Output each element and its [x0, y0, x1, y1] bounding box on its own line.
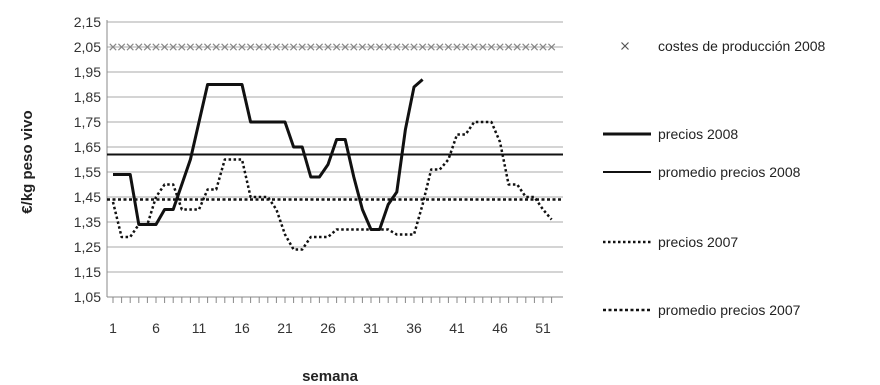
x-axis-title: semana — [302, 368, 359, 385]
series-marker-costes — [212, 43, 220, 51]
series-marker-costes — [169, 43, 177, 51]
y-tick-label: 1,75 — [74, 114, 101, 130]
axes — [106, 20, 563, 303]
series-marker-costes — [539, 43, 547, 51]
series-marker-costes — [117, 43, 126, 51]
series-marker-costes — [470, 43, 478, 51]
series-marker-costes — [332, 43, 341, 51]
series-marker-costes — [135, 43, 143, 51]
y-tick-labels: 1,05 1,15 1,25 1,35 1,45 1,55 1,65 1,75 1,85 1,95… — [74, 14, 101, 305]
series-marker-costes — [418, 43, 427, 51]
series-marker-costes — [547, 43, 556, 51]
series-marker-costes — [513, 43, 521, 51]
legend-label: costes de producción 2008 — [658, 38, 826, 54]
series-marker-costes — [264, 43, 272, 51]
series-marker-costes — [109, 43, 117, 51]
legend-label: promedio precios 2008 — [658, 164, 801, 180]
legend: costes de producción 2008 precios 2008 pro… — [603, 38, 826, 318]
series-marker-costes — [393, 43, 401, 51]
y-tick-label: 1,25 — [74, 239, 101, 255]
series-marker-costes — [358, 43, 367, 51]
series-marker-costes — [324, 43, 332, 51]
series-marker-costes — [186, 43, 195, 51]
series-marker-costes — [427, 43, 435, 51]
x-tick-label: 36 — [406, 320, 422, 336]
x-tick-label: 51 — [535, 320, 551, 336]
series-marker-costes — [315, 43, 324, 51]
series-marker-costes — [479, 43, 487, 51]
y-tick-label: 1,15 — [74, 264, 101, 280]
x-tick-label: 31 — [363, 320, 379, 336]
y-tick-label: 2,05 — [74, 39, 101, 55]
series-marker-costes — [229, 43, 238, 51]
legend-swatch-costes — [621, 42, 629, 50]
series-marker-costes — [246, 43, 255, 51]
series-line-1 — [113, 78, 424, 231]
series-marker-costes — [160, 43, 169, 51]
series-marker-costes — [281, 43, 289, 51]
x-tick-label: 1 — [109, 320, 117, 336]
series-line-3 — [111, 120, 553, 251]
legend-label: precios 2008 — [658, 126, 738, 142]
legend-label: precios 2007 — [658, 234, 738, 250]
series-marker-costes — [126, 43, 134, 51]
series-marker-costes — [255, 43, 263, 51]
y-tick-label: 1,45 — [74, 189, 101, 205]
series-marker-costes — [453, 43, 461, 51]
series-marker-costes — [436, 43, 444, 51]
x-tick-label: 16 — [234, 320, 250, 336]
series-marker-costes — [143, 43, 152, 51]
y-tick-label: 1,35 — [74, 214, 101, 230]
series-marker-costes — [530, 43, 539, 51]
series-marker-costes — [487, 43, 496, 51]
series-marker-costes — [410, 43, 418, 51]
x-tick-label: 11 — [192, 320, 207, 336]
series-marker-costes — [444, 43, 453, 51]
x-tick-label: 21 — [277, 320, 293, 336]
y-tick-label: 1,55 — [74, 164, 101, 180]
series-marker-costes — [401, 43, 410, 51]
legend-label: promedio precios 2007 — [658, 302, 801, 318]
series-marker-costes — [203, 43, 212, 51]
gridlines — [107, 21, 563, 273]
series-marker-costes — [375, 43, 384, 51]
plot-area — [107, 43, 563, 251]
series-marker-costes — [307, 43, 315, 51]
x-tick-label: 41 — [449, 320, 465, 336]
series-marker-costes — [384, 43, 392, 51]
y-tick-label: 1,05 — [74, 289, 101, 305]
series-marker-costes — [496, 43, 504, 51]
x-tick-label: 46 — [492, 320, 508, 336]
series-marker-costes — [367, 43, 375, 51]
series-marker-costes — [178, 43, 186, 51]
series-marker-costes — [238, 43, 246, 51]
series-marker-costes — [350, 43, 358, 51]
y-tick-label: 1,85 — [74, 89, 101, 105]
y-tick-label: 1,65 — [74, 139, 101, 155]
series-marker-costes — [461, 43, 470, 51]
series-marker-costes — [152, 43, 160, 51]
series-marker-costes — [195, 43, 203, 51]
series-marker-costes — [298, 43, 306, 51]
series-marker-costes — [522, 43, 530, 51]
series-marker-costes — [272, 43, 281, 51]
y-tick-label: 1,95 — [74, 64, 101, 80]
series-marker-costes — [504, 43, 513, 51]
x-tick-labels: 1 6 11 16 21 26 31 36 41 46 51 — [109, 320, 551, 336]
x-tick-label: 26 — [320, 320, 336, 336]
series-marker-costes — [341, 43, 349, 51]
series-marker-costes — [221, 43, 229, 51]
y-tick-label: 2,15 — [74, 14, 101, 30]
y-axis-title: €/kg peso vivo — [19, 110, 36, 213]
series-marker-costes — [289, 43, 298, 51]
x-tick-label: 6 — [152, 320, 160, 336]
